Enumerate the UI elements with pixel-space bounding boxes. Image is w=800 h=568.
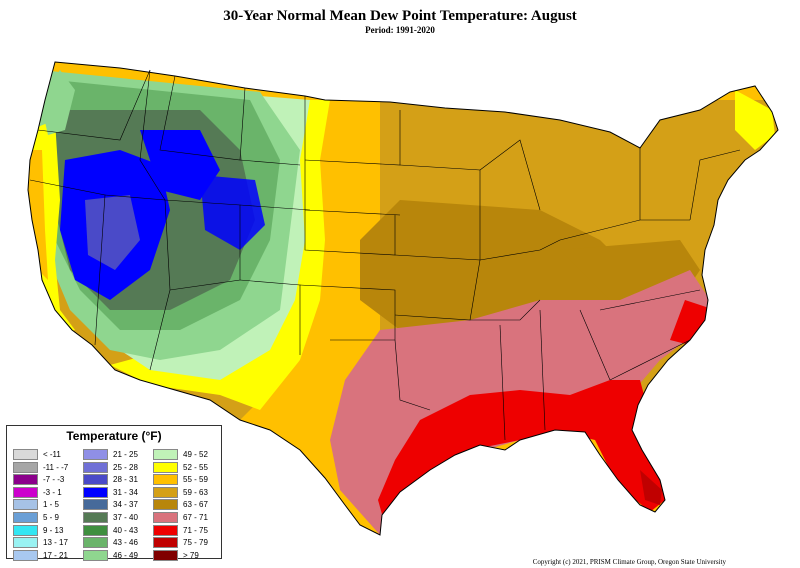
legend-label: 40 - 43 bbox=[113, 525, 138, 535]
legend-swatch bbox=[83, 512, 108, 523]
legend-label: 46 - 49 bbox=[113, 550, 138, 560]
legend-item: 52 - 55 bbox=[153, 461, 225, 474]
legend-item: 34 - 37 bbox=[83, 498, 155, 511]
temperature-legend: Temperature (°F) < -11 -11 - -7 -7 - -3 -3 … bbox=[6, 425, 225, 562]
legend-swatch bbox=[13, 474, 38, 486]
legend-swatch bbox=[83, 537, 108, 549]
legend-label: 25 - 28 bbox=[113, 462, 138, 472]
legend-item: 21 - 25 bbox=[83, 448, 155, 461]
legend-swatch bbox=[13, 524, 38, 536]
legend-label: 59 - 63 bbox=[183, 487, 208, 497]
legend-item: 5 - 9 bbox=[13, 511, 85, 524]
legend-label: 55 - 59 bbox=[183, 475, 208, 485]
legend-swatch bbox=[153, 549, 178, 561]
legend-item: 9 - 13 bbox=[13, 524, 85, 537]
legend-swatch bbox=[13, 499, 38, 511]
legend-label: 9 - 13 bbox=[43, 525, 64, 535]
legend-label: 75 - 79 bbox=[183, 538, 208, 548]
state-boundaries bbox=[29, 69, 741, 441]
legend-item: -7 - -3 bbox=[13, 473, 85, 486]
legend-item: 37 - 40 bbox=[83, 511, 155, 524]
map-title: 30-Year Normal Mean Dew Point Temperatur… bbox=[223, 8, 577, 24]
legend-label: 1 - 5 bbox=[43, 500, 60, 510]
legend-swatch bbox=[13, 461, 38, 473]
legend-swatch bbox=[153, 449, 178, 460]
legend-item: 75 - 79 bbox=[153, 536, 225, 549]
legend-swatch bbox=[153, 512, 178, 523]
legend-swatch bbox=[13, 512, 38, 523]
legend-label: 43 - 46 bbox=[113, 538, 138, 548]
legend-label: 67 - 71 bbox=[183, 513, 208, 522]
legend-swatch bbox=[153, 537, 178, 549]
legend-swatch bbox=[153, 474, 178, 486]
legend-item: 59 - 63 bbox=[153, 486, 225, 499]
legend-label: 5 - 9 bbox=[43, 513, 60, 522]
legend-swatch bbox=[153, 524, 178, 536]
legend-item: 17 - 21 bbox=[13, 549, 85, 562]
map-period: Period: 1991-2020 bbox=[365, 25, 435, 35]
legend-swatch bbox=[13, 549, 38, 561]
legend-title: Temperature (°F) bbox=[66, 429, 162, 443]
legend-label: 63 - 67 bbox=[183, 500, 208, 510]
legend-label: 13 - 17 bbox=[43, 538, 68, 548]
legend-item: 31 - 34 bbox=[83, 486, 155, 499]
legend-label: -11 - -7 bbox=[43, 462, 69, 472]
legend-swatch bbox=[13, 449, 38, 460]
country-outline bbox=[27, 61, 779, 536]
legend-swatch bbox=[83, 449, 108, 460]
legend-label: 71 - 75 bbox=[183, 525, 208, 535]
legend-label: 34 - 37 bbox=[113, 500, 138, 510]
legend-swatch bbox=[153, 499, 178, 511]
legend-swatch bbox=[153, 486, 178, 498]
legend-item: -11 - -7 bbox=[13, 461, 85, 474]
legend-swatch bbox=[83, 461, 108, 473]
legend-item: < -11 bbox=[13, 448, 85, 461]
legend-swatch bbox=[13, 537, 38, 549]
legend-swatch bbox=[83, 549, 108, 561]
legend-item: 67 - 71 bbox=[153, 511, 225, 524]
legend-item: 71 - 75 bbox=[153, 524, 225, 537]
legend-item: > 79 bbox=[153, 549, 225, 562]
legend-item: 25 - 28 bbox=[83, 461, 155, 474]
legend-label: -3 - 1 bbox=[43, 487, 62, 497]
legend-item: 40 - 43 bbox=[83, 524, 155, 537]
legend-label: 49 - 52 bbox=[183, 450, 208, 459]
legend-item: 63 - 67 bbox=[153, 498, 225, 511]
legend-label: < -11 bbox=[43, 450, 61, 459]
legend-swatch bbox=[83, 486, 108, 498]
legend-label: > 79 bbox=[183, 550, 199, 560]
legend-swatch bbox=[13, 486, 38, 498]
legend-label: 28 - 31 bbox=[113, 475, 138, 485]
legend-item: 55 - 59 bbox=[153, 473, 225, 486]
legend-swatch bbox=[83, 474, 108, 486]
legend-label: 17 - 21 bbox=[43, 550, 68, 560]
legend-item: 46 - 49 bbox=[83, 549, 155, 562]
legend-label: -7 - -3 bbox=[43, 475, 65, 485]
legend-label: 52 - 55 bbox=[183, 462, 208, 472]
legend-label: 21 - 25 bbox=[113, 450, 138, 459]
legend-label: 31 - 34 bbox=[113, 487, 138, 497]
legend-item: 13 - 17 bbox=[13, 536, 85, 549]
legend-item: 49 - 52 bbox=[153, 448, 225, 461]
legend-swatch bbox=[153, 461, 178, 473]
legend-item: -3 - 1 bbox=[13, 486, 85, 499]
copyright-notice: Copyright (c) 2021, PRISM Climate Group,… bbox=[532, 558, 726, 566]
legend-label: 37 - 40 bbox=[113, 513, 138, 522]
legend-item: 1 - 5 bbox=[13, 498, 85, 511]
legend-swatch bbox=[83, 499, 108, 511]
legend-item: 28 - 31 bbox=[83, 473, 155, 486]
legend-swatch bbox=[83, 524, 108, 536]
legend-item: 43 - 46 bbox=[83, 536, 155, 549]
